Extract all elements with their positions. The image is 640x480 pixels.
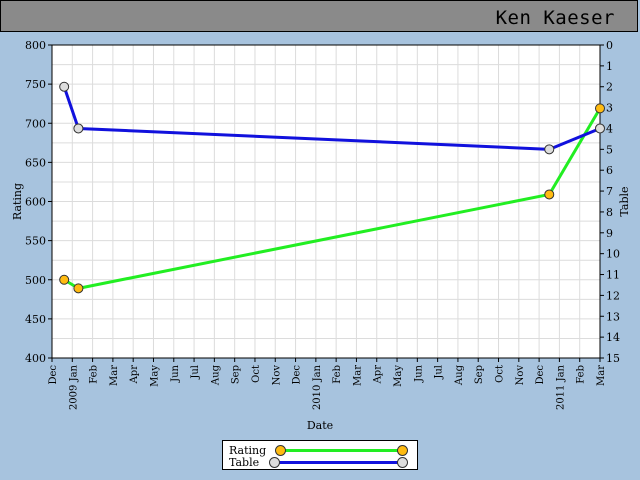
x-tick-label: Jun <box>413 364 424 382</box>
x-tick-label: Feb <box>576 365 587 384</box>
series-point-rating <box>544 189 555 200</box>
series-point-rating <box>595 103 605 114</box>
x-tick-label: Dec <box>535 365 546 385</box>
y-left-axis-title: Rating <box>11 183 24 220</box>
x-tick-label: 2010 Jan <box>312 364 323 410</box>
x-tick-label: Apr <box>373 365 384 385</box>
x-tick-label: Apr <box>129 365 140 385</box>
x-tick-label: 2009 Jan <box>68 364 79 410</box>
x-tick-label: Dec <box>48 365 59 385</box>
series-point-table <box>59 81 70 92</box>
x-tick-label: Oct <box>495 365 506 383</box>
y-right-tick-label: 9 <box>606 227 613 240</box>
x-tick-label: Jul <box>434 365 445 380</box>
legend-table-label: Table <box>229 456 260 469</box>
y-right-tick-label: 4 <box>606 122 613 135</box>
x-tick-label: Mar <box>109 365 120 386</box>
legend-table-line <box>273 461 401 464</box>
x-tick-label: May <box>149 365 160 387</box>
player-name: Ken Kaeser <box>495 7 615 29</box>
y-left-tick-label: 500 <box>25 274 46 287</box>
x-tick-label: Mar <box>596 365 607 386</box>
y-right-tick-label: 3 <box>606 102 613 115</box>
x-tick-label: Nov <box>515 365 526 386</box>
x-tick-label: Sep <box>474 365 485 384</box>
x-tick-label: Aug <box>454 364 465 386</box>
y-right-tick-label: 15 <box>606 352 620 365</box>
header-bar: Ken Kaeser <box>0 0 638 32</box>
series-point-rating <box>59 274 70 285</box>
x-tick-label: Feb <box>332 365 343 384</box>
x-tick-label: Aug <box>210 364 221 386</box>
y-right-tick-label: 11 <box>606 269 620 282</box>
x-tick-label: Dec <box>292 365 303 385</box>
y-left-tick-label: 750 <box>25 78 46 91</box>
y-right-tick-label: 2 <box>606 81 613 94</box>
legend-rating-marker-left <box>275 445 286 456</box>
y-left-tick-label: 800 <box>25 39 46 52</box>
x-tick-label: Feb <box>89 365 100 384</box>
series-point-table <box>73 123 84 134</box>
y-right-tick-label: 12 <box>606 289 620 302</box>
x-tick-label: Oct <box>251 365 262 383</box>
legend-table-marker-left <box>269 457 280 468</box>
series-line-table <box>62 86 601 151</box>
y-right-tick-label: 1 <box>606 60 613 73</box>
legend: Rating Table <box>222 440 418 470</box>
y-right-tick-label: 5 <box>606 143 613 156</box>
legend-rating-line <box>279 449 403 452</box>
y-right-tick-label: 0 <box>606 39 613 52</box>
y-left-tick-label: 650 <box>25 156 46 169</box>
y-right-tick-label: 7 <box>606 185 613 198</box>
x-tick-label: 2011 Jan <box>555 364 566 410</box>
x-tick-label: Jul <box>190 365 201 380</box>
y-right-tick-label: 6 <box>606 164 613 177</box>
x-axis-title: Date <box>307 419 333 432</box>
y-left-tick-label: 550 <box>25 235 46 248</box>
series-point-table <box>544 144 555 155</box>
y-right-tick-label: 8 <box>606 206 613 219</box>
x-tick-label: Jun <box>170 364 181 382</box>
y-left-tick-label: 700 <box>25 117 46 130</box>
x-tick-label: Nov <box>271 365 282 386</box>
y-left-tick-label: 400 <box>25 352 46 365</box>
legend-rating-label: Rating <box>229 444 267 457</box>
series-point-table <box>595 123 605 134</box>
x-tick-label: Mar <box>352 365 363 386</box>
y-left-tick-label: 600 <box>25 196 46 209</box>
x-tick-label: Sep <box>231 365 242 384</box>
y-right-tick-label: 10 <box>606 248 620 261</box>
x-tick-label: May <box>393 365 404 387</box>
legend-table-marker-right <box>397 457 408 468</box>
legend-rating-marker-right <box>397 445 408 456</box>
series-line-rating <box>63 107 602 290</box>
series-point-rating <box>73 283 84 294</box>
y-left-tick-label: 450 <box>25 313 46 326</box>
y-right-axis-title: Table <box>618 186 631 216</box>
y-right-tick-label: 13 <box>606 310 620 323</box>
y-right-tick-label: 14 <box>606 331 620 344</box>
